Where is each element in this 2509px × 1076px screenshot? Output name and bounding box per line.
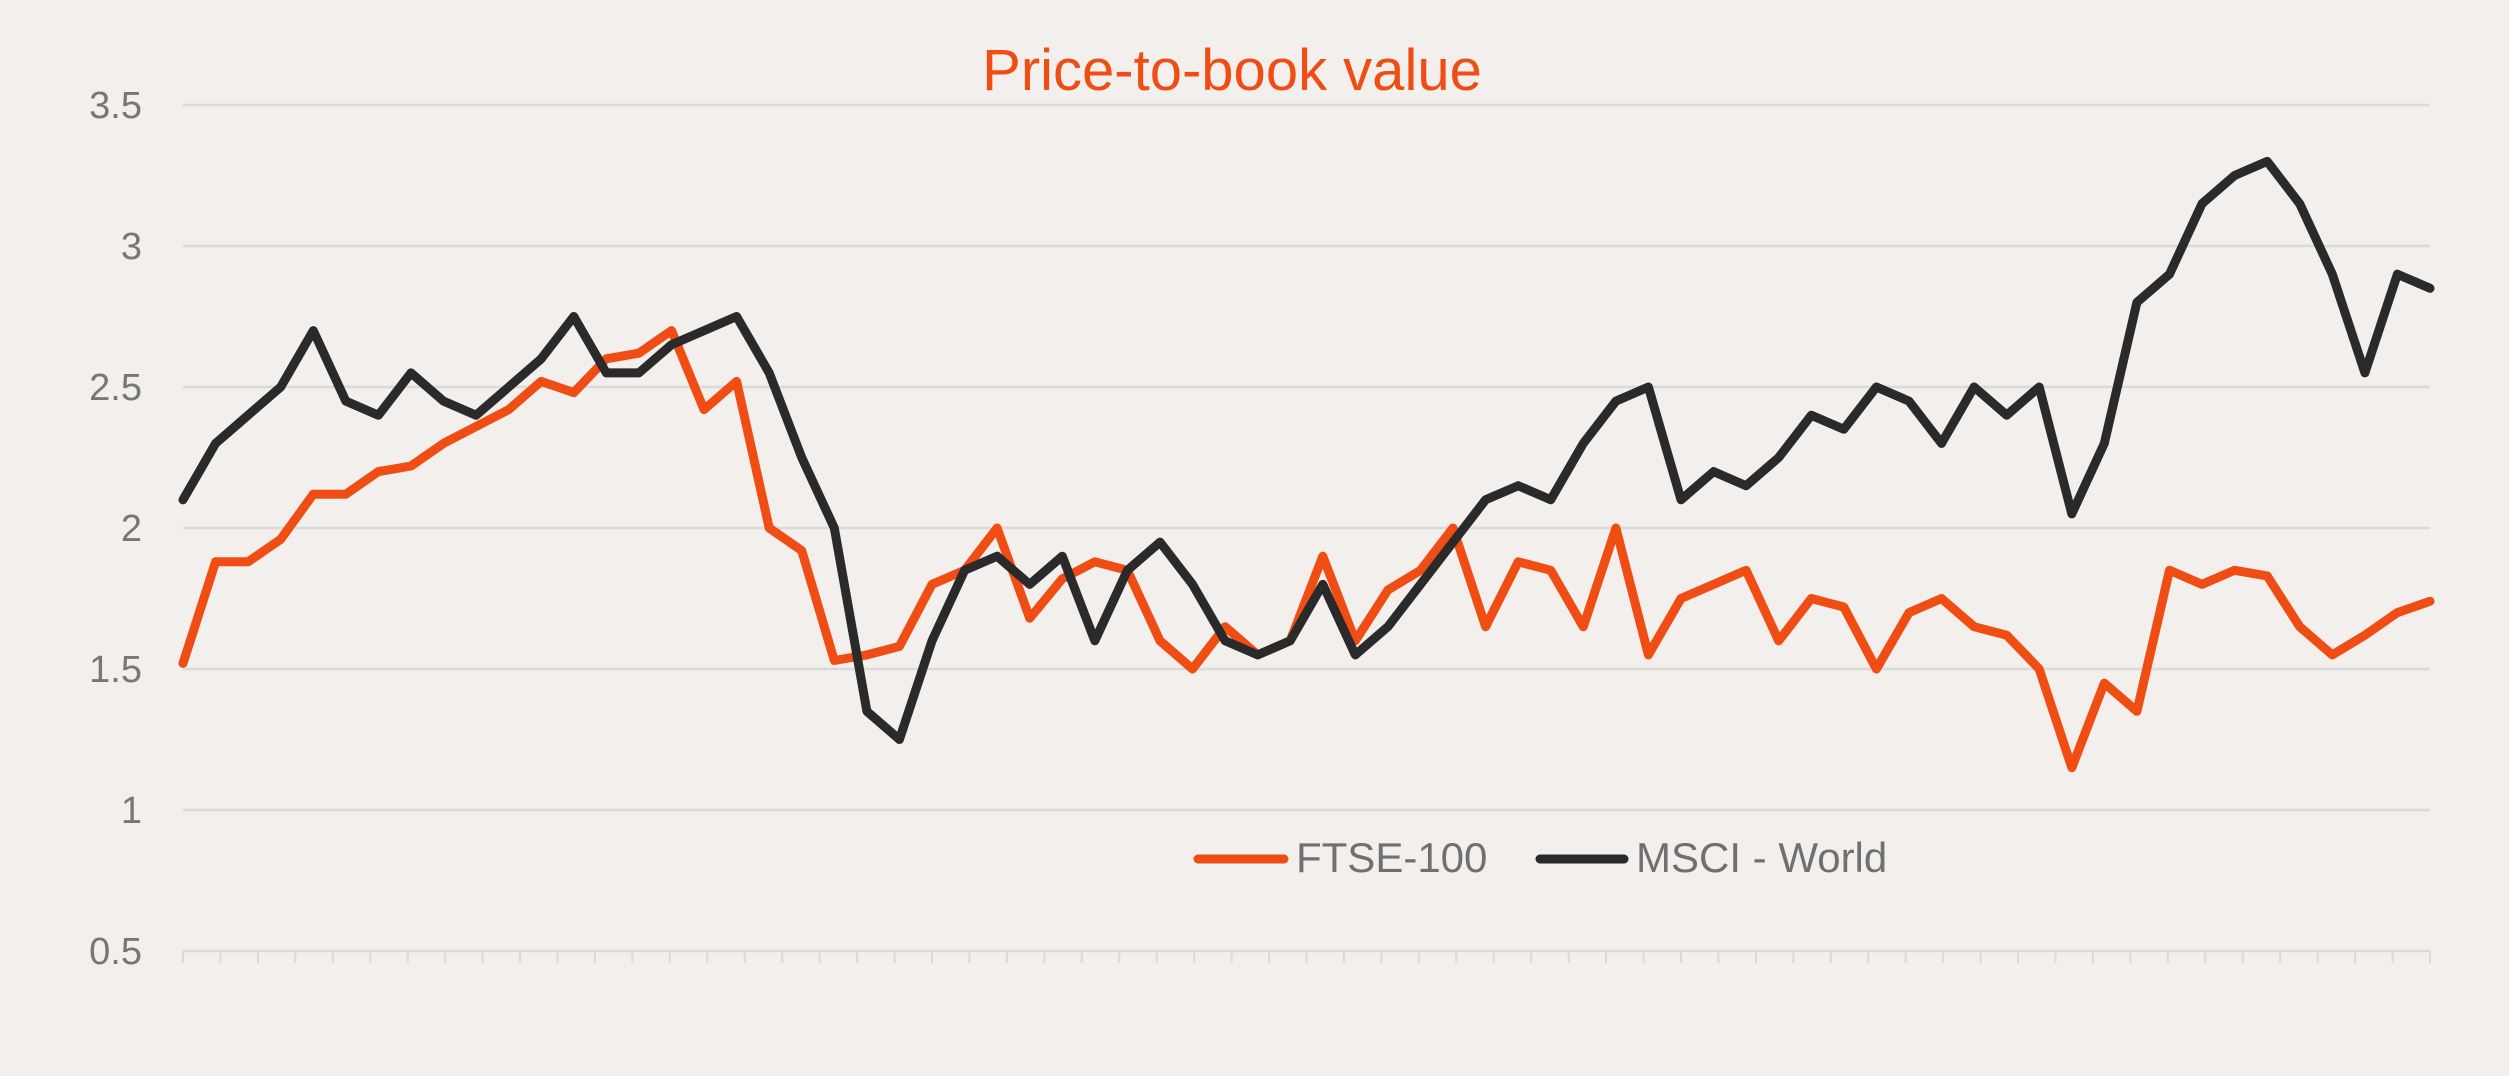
legend-label-ftse-100: FTSE-100 bbox=[1296, 834, 1487, 881]
series-lines bbox=[178, 156, 2435, 773]
chart-title: Price-to-book value bbox=[982, 38, 1482, 103]
y-tick-label: 2 bbox=[121, 508, 142, 550]
y-tick-label: 0.5 bbox=[89, 931, 142, 973]
y-tick-label: 1.5 bbox=[89, 649, 142, 691]
legend: FTSE-100 MSCI - World bbox=[1193, 834, 1887, 881]
y-axis-ticks: 0.5 1 1.5 2 2.5 3 3.5 bbox=[89, 85, 142, 973]
series-line-msci-world bbox=[178, 156, 2435, 744]
y-tick-label: 1 bbox=[121, 790, 142, 832]
y-tick-label: 3 bbox=[121, 226, 142, 268]
grid-lines bbox=[183, 103, 2430, 953]
series-line-ftse-100 bbox=[178, 326, 2435, 773]
y-tick-label: 2.5 bbox=[89, 367, 142, 409]
x-axis-tick-marks bbox=[182, 951, 2431, 963]
legend-label-msci-world: MSCI - World bbox=[1636, 834, 1887, 881]
y-tick-label: 3.5 bbox=[89, 85, 142, 127]
